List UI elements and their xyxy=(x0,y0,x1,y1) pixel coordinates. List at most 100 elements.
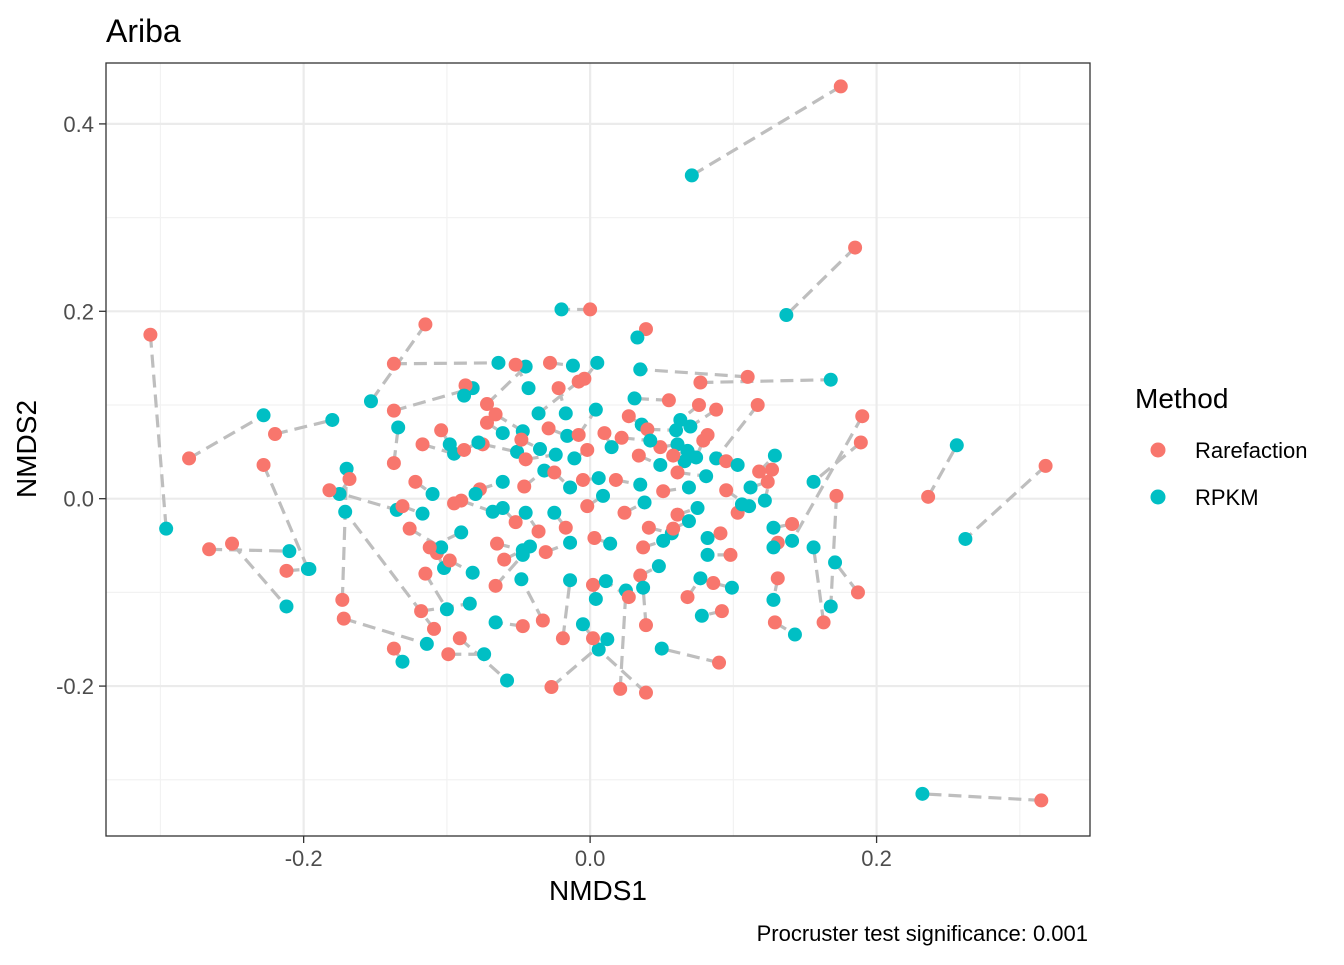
point-rpkm xyxy=(500,673,515,688)
point-rpkm xyxy=(465,565,480,580)
point-rarefaction xyxy=(770,571,785,586)
point-rarefaction xyxy=(488,578,503,593)
point-rarefaction xyxy=(613,681,628,696)
pair-connector xyxy=(343,617,428,646)
point-rarefaction xyxy=(636,540,651,555)
point-rpkm xyxy=(395,654,410,669)
point-rpkm xyxy=(560,428,575,443)
point-rpkm xyxy=(518,505,533,520)
pair-connector xyxy=(618,590,628,689)
point-rarefaction xyxy=(719,483,734,498)
x-axis: -0.2 0.0 0.2 xyxy=(285,836,892,871)
point-rpkm xyxy=(425,487,440,502)
point-rarefaction xyxy=(583,302,598,317)
point-rpkm xyxy=(565,358,580,373)
point-rarefaction xyxy=(587,531,602,546)
legend-title: Method xyxy=(1135,383,1228,414)
point-rarefaction xyxy=(551,381,566,396)
point-rarefaction xyxy=(395,499,410,514)
point-rarefaction xyxy=(402,521,417,536)
point-rpkm xyxy=(488,615,503,630)
point-rarefaction xyxy=(571,427,586,442)
point-rarefaction xyxy=(479,415,494,430)
point-rarefaction xyxy=(418,566,433,581)
point-rarefaction xyxy=(638,618,653,633)
point-rpkm xyxy=(591,642,606,657)
data-points xyxy=(143,79,1053,808)
pair-connector xyxy=(964,464,1047,541)
point-rarefaction xyxy=(661,393,676,408)
x-tick-label: 0.0 xyxy=(575,846,606,871)
point-rpkm xyxy=(588,591,603,606)
point-rpkm xyxy=(757,493,772,508)
point-rpkm xyxy=(636,580,651,595)
point-rpkm xyxy=(563,573,578,588)
point-rpkm xyxy=(558,406,573,421)
pair-connector xyxy=(340,468,349,600)
point-rarefaction xyxy=(580,442,595,457)
pair-connector xyxy=(640,367,748,379)
point-rpkm xyxy=(600,632,615,647)
plot-background xyxy=(106,63,1090,836)
point-rpkm xyxy=(681,514,696,529)
point-rarefaction xyxy=(182,451,197,466)
point-rpkm xyxy=(633,477,648,492)
point-rpkm xyxy=(457,388,472,403)
point-rarefaction xyxy=(452,631,467,646)
point-rpkm xyxy=(563,480,578,495)
point-rarefaction xyxy=(640,422,655,437)
point-rpkm xyxy=(591,471,606,486)
point-rarefaction xyxy=(544,680,559,695)
point-rpkm xyxy=(787,627,802,642)
pair-connector xyxy=(561,580,572,639)
point-rarefaction xyxy=(414,604,429,619)
point-rarefaction xyxy=(850,585,865,600)
point-rpkm xyxy=(588,402,603,417)
point-rpkm xyxy=(434,540,449,555)
point-rarefaction xyxy=(921,489,936,504)
point-rpkm xyxy=(680,443,695,458)
point-rarefaction xyxy=(833,79,848,94)
point-rarefaction xyxy=(322,483,337,498)
point-rarefaction xyxy=(515,619,530,634)
y-tick-label: 0.2 xyxy=(63,299,94,324)
point-rpkm xyxy=(521,381,536,396)
point-rarefaction xyxy=(740,369,755,384)
point-rpkm xyxy=(958,531,973,546)
point-rarefaction xyxy=(535,613,550,628)
point-rarefaction xyxy=(641,520,656,535)
point-rarefaction xyxy=(638,685,653,700)
point-rarefaction xyxy=(680,590,695,605)
point-rarefaction xyxy=(488,407,503,422)
point-rpkm xyxy=(468,487,483,502)
point-rarefaction xyxy=(597,426,612,441)
point-rarefaction xyxy=(543,355,558,370)
point-rarefaction xyxy=(386,456,401,471)
point-rpkm xyxy=(766,520,781,535)
point-rarefaction xyxy=(497,552,512,567)
point-rarefaction xyxy=(386,356,401,371)
point-rpkm xyxy=(681,480,696,495)
point-rarefaction xyxy=(617,505,632,520)
x-axis-label: NMDS1 xyxy=(549,875,647,906)
plot-border xyxy=(105,62,1091,837)
point-rarefaction xyxy=(202,542,217,557)
point-rpkm xyxy=(302,561,317,576)
point-rpkm xyxy=(700,531,715,546)
point-rarefaction xyxy=(714,604,729,619)
point-rpkm xyxy=(637,495,652,510)
point-rarefaction xyxy=(143,327,158,342)
point-rpkm xyxy=(596,488,611,503)
point-rpkm xyxy=(779,308,794,323)
point-rarefaction xyxy=(767,615,782,630)
point-rarefaction xyxy=(531,524,546,539)
point-rpkm xyxy=(785,533,800,548)
y-axis-label: NMDS2 xyxy=(11,400,42,498)
point-rarefaction xyxy=(785,516,800,531)
point-rarefaction xyxy=(713,526,728,541)
y-tick-label: 0.0 xyxy=(63,487,94,512)
point-rarefaction xyxy=(541,421,556,436)
point-rarefaction xyxy=(386,641,401,656)
legend-label-rpkm: RPKM xyxy=(1195,485,1259,510)
point-rpkm xyxy=(462,596,477,611)
